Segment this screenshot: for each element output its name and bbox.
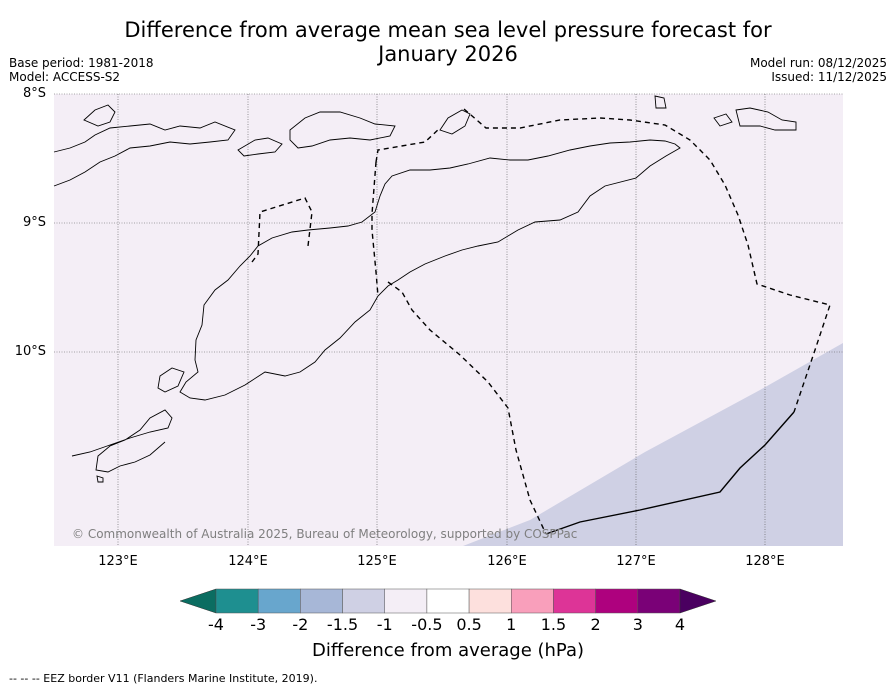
colorbar-tick-label: 4 — [674, 615, 686, 634]
eez-border-central — [371, 161, 379, 297]
lat-label-10s: 10°S — [14, 344, 46, 359]
coastline-ndao — [96, 475, 104, 483]
copyright-notice: © Commonwealth of Australia 2025, Bureau… — [72, 527, 578, 541]
title-line-2: January 2026 — [378, 42, 518, 66]
colorbar-segment — [342, 588, 385, 614]
colorbar-segment — [300, 588, 343, 614]
colorbar-over-arrow — [679, 588, 717, 614]
coastline-north-island-2 — [289, 111, 396, 149]
colorbar-title: Difference from average (hPa) — [311, 640, 585, 661]
colorbar-segment — [553, 588, 596, 614]
colorbar-segment — [257, 588, 301, 614]
model-run: Model run: 08/12/2025 — [749, 56, 887, 70]
coastlines — [53, 95, 797, 483]
colorbar-tick-label: -3 — [250, 615, 267, 634]
lon-label-126e: 126°E — [487, 554, 527, 569]
eez-border — [251, 108, 831, 535]
colorbar-segment — [511, 588, 554, 614]
coastline-semau — [157, 367, 185, 393]
colorbar-under-arrow — [179, 588, 217, 614]
colorbar-tick-label: -1 — [376, 615, 393, 634]
coastline-island-east-3 — [713, 113, 733, 127]
colorbar-segment — [426, 588, 470, 614]
chart-title: Difference from average mean sea level p… — [0, 18, 896, 66]
coastline-wetar — [439, 109, 471, 135]
colorbar-tick-label: 3 — [632, 615, 643, 634]
coastline-alor-west — [53, 121, 236, 187]
title-line-1: Difference from average mean sea level p… — [124, 18, 772, 42]
colorbar-segment — [215, 588, 259, 614]
anomaly-region — [463, 343, 843, 546]
colorbar-segment — [384, 588, 428, 614]
colorbar-tick-label: 1 — [506, 615, 517, 634]
lon-label-127e: 127°E — [616, 554, 656, 569]
eez-border-north — [375, 127, 441, 163]
colorbar — [179, 588, 717, 614]
lat-label-8s: 8°S — [22, 86, 46, 101]
colorbar-tick-label: -1.5 — [326, 615, 359, 634]
model-name: Model: ACCESS-S2 — [9, 70, 121, 84]
colorbar-tick-label: -2 — [292, 615, 309, 634]
colorbar-segments — [215, 588, 681, 614]
coastline-timor — [179, 139, 681, 401]
colorbar-tick-label: 1.5 — [540, 615, 567, 634]
lat-label-9s: 9°S — [22, 215, 46, 230]
colorbar-segment — [637, 588, 681, 614]
issued-date: Issued: 11/12/2025 — [771, 70, 887, 84]
lon-label-123e: 123°E — [98, 554, 138, 569]
colorbar-segment — [468, 588, 512, 614]
base-period: Base period: 1981-2018 — [9, 56, 154, 70]
lon-label-128e: 128°E — [745, 554, 785, 569]
eez-border-south — [387, 281, 547, 535]
eez-border-solid-segment — [545, 411, 795, 535]
meta-right: Model run: 08/12/2025 Issued: 11/12/2025 — [750, 56, 887, 84]
coastline-rote — [71, 409, 173, 473]
colorbar-tick-label: -0.5 — [411, 615, 443, 634]
eez-legend-note: -- -- -- EEZ border V11 (Flanders Marine… — [9, 672, 318, 685]
lon-label-124e: 124°E — [228, 554, 268, 569]
eez-border-main — [463, 108, 831, 413]
coastline-island-east-1 — [654, 95, 667, 109]
colorbar-tick-label: -4 — [208, 615, 224, 634]
coastline-island-east-2 — [735, 107, 797, 131]
colorbar-tick-label: 2 — [590, 615, 601, 634]
meta-left: Base period: 1981-2018 Model: ACCESS-S2 — [9, 56, 154, 84]
lon-label-125e: 125°E — [357, 554, 397, 569]
gridlines — [54, 93, 843, 546]
coastline-north-island-1 — [83, 104, 116, 127]
eez-border-enclave — [251, 197, 313, 263]
colorbar-segment — [595, 588, 639, 614]
coastline-north-island-3 — [237, 137, 283, 157]
colorbar-tick-label: 0.5 — [456, 615, 482, 634]
